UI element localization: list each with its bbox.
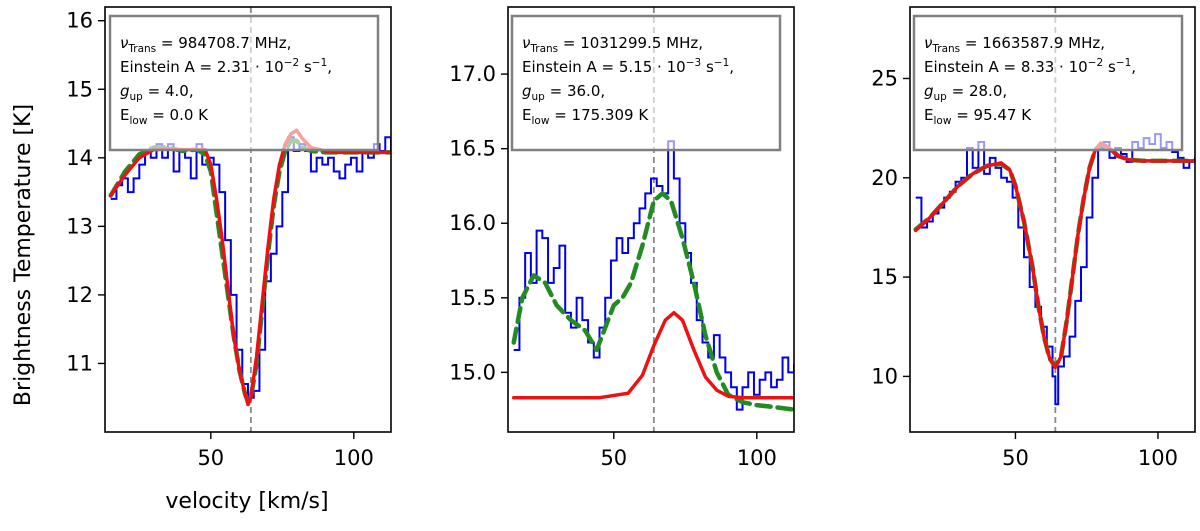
model-fit-solid-line bbox=[511, 310, 794, 400]
info-nu-value: = 984708.7 MHz, bbox=[156, 34, 291, 52]
info-einstein-unit-exp: −1 bbox=[312, 57, 327, 69]
info-line-3: gup = 4.0, bbox=[120, 82, 194, 103]
info-einstein-unit-pre: s bbox=[1103, 58, 1116, 76]
y-tick-label: 25 bbox=[871, 66, 898, 90]
info-nu-label: ν bbox=[522, 34, 530, 52]
y-tick-label: 20 bbox=[871, 166, 898, 190]
info-g-value: = 28.0, bbox=[947, 82, 1007, 100]
info-g-label: g bbox=[924, 82, 934, 100]
info-e-sub: low bbox=[933, 115, 951, 127]
info-g-sub: up bbox=[532, 91, 546, 103]
info-nu-label: ν bbox=[924, 34, 932, 52]
info-einstein-end: , bbox=[729, 58, 734, 76]
axes-frame bbox=[507, 6, 795, 433]
y-tick-label: 17.0 bbox=[449, 62, 496, 86]
info-nu-label: ν bbox=[120, 34, 128, 52]
info-nu-value: = 1031299.5 MHz, bbox=[558, 34, 703, 52]
y-tick-label: 14 bbox=[66, 146, 93, 170]
panel-1: νTrans = 984708.7 MHz, Einstein A = 2.31 … bbox=[66, 6, 392, 470]
info-line-2: Einstein A = 5.15 · 10−3 s−1, bbox=[522, 57, 734, 76]
info-g-value: = 4.0, bbox=[143, 82, 194, 100]
axes-frame bbox=[104, 6, 392, 433]
info-line-4: Elow = 175.309 K bbox=[522, 106, 649, 127]
x-tick-label: 50 bbox=[1002, 446, 1029, 470]
info-einstein-end: , bbox=[1131, 58, 1136, 76]
info-einstein-unit-exp: −1 bbox=[1116, 57, 1131, 69]
info-g-sub: up bbox=[934, 91, 948, 103]
x-tick-label: 100 bbox=[737, 446, 777, 470]
observed-spectrum-line bbox=[110, 136, 391, 399]
x-axis-label: velocity [km/s] bbox=[165, 489, 328, 514]
info-line-4: Elow = 0.0 K bbox=[120, 106, 209, 127]
info-e-label: E bbox=[522, 106, 531, 124]
info-g-value: = 36.0, bbox=[545, 82, 605, 100]
x-tick-label: 50 bbox=[197, 446, 224, 470]
info-nu-value: = 1663587.9 MHz, bbox=[960, 34, 1105, 52]
info-line-3: gup = 28.0, bbox=[924, 82, 1007, 103]
panel-2: νTrans = 1031299.5 MHz, Einstein A = 5.15… bbox=[449, 6, 795, 470]
info-e-value: = 95.47 K bbox=[951, 106, 1032, 124]
info-line-2: Einstein A = 8.33 · 10−2 s−1, bbox=[924, 57, 1136, 76]
info-e-value: = 175.309 K bbox=[549, 106, 649, 124]
info-einstein-exp: −2 bbox=[284, 57, 299, 69]
info-line-3: gup = 36.0, bbox=[522, 82, 605, 103]
y-tick-label: 11 bbox=[66, 351, 93, 375]
y-tick-label: 15.5 bbox=[449, 286, 496, 310]
x-tick-label: 100 bbox=[1138, 446, 1178, 470]
info-einstein-prefix: Einstein A = 2.31 · 10 bbox=[120, 58, 284, 76]
info-einstein-unit-exp: −1 bbox=[714, 57, 729, 69]
info-e-label: E bbox=[924, 106, 933, 124]
x-tick-label: 100 bbox=[334, 446, 374, 470]
info-g-label: g bbox=[522, 82, 532, 100]
info-box bbox=[510, 14, 782, 152]
info-line-1: νTrans = 1031299.5 MHz, bbox=[522, 34, 703, 55]
y-tick-label: 13 bbox=[66, 214, 93, 238]
y-tick-label: 12 bbox=[66, 283, 93, 307]
info-line-2: Einstein A = 2.31 · 10−2 s−1, bbox=[120, 57, 332, 76]
info-nu-sub: Trans bbox=[127, 43, 156, 55]
info-line-1: νTrans = 984708.7 MHz, bbox=[120, 34, 291, 55]
y-tick-label: 15 bbox=[66, 77, 93, 101]
info-einstein-exp: −3 bbox=[686, 57, 701, 69]
y-axis-label: Brightness Temperature [K] bbox=[11, 104, 36, 406]
info-e-label: E bbox=[120, 106, 129, 124]
y-tick-label: 15 bbox=[871, 265, 898, 289]
info-g-label: g bbox=[120, 82, 130, 100]
info-einstein-unit-pre: s bbox=[701, 58, 714, 76]
info-einstein-unit-pre: s bbox=[299, 58, 312, 76]
info-einstein-exp: −2 bbox=[1088, 57, 1103, 69]
y-tick-label: 16.5 bbox=[449, 137, 496, 161]
info-e-sub: low bbox=[531, 115, 549, 127]
info-e-sub: low bbox=[129, 115, 147, 127]
info-line-4: Elow = 95.47 K bbox=[924, 106, 1032, 127]
axes-frame bbox=[909, 6, 1196, 433]
info-box bbox=[108, 14, 380, 152]
info-einstein-end: , bbox=[327, 58, 332, 76]
y-tick-label: 10 bbox=[871, 364, 898, 388]
y-tick-label: 15.0 bbox=[449, 360, 496, 384]
info-e-value: = 0.0 K bbox=[147, 106, 209, 124]
info-nu-sub: Trans bbox=[529, 43, 558, 55]
y-tick-label: 16.0 bbox=[449, 211, 496, 235]
observed-spectrum-line bbox=[513, 140, 794, 411]
panel-3: νTrans = 1663587.9 MHz, Einstein A = 8.33… bbox=[871, 6, 1196, 470]
info-nu-sub: Trans bbox=[931, 43, 960, 55]
info-einstein-prefix: Einstein A = 5.15 · 10 bbox=[522, 58, 686, 76]
info-line-1: νTrans = 1663587.9 MHz, bbox=[924, 34, 1105, 55]
info-einstein-prefix: Einstein A = 8.33 · 10 bbox=[924, 58, 1088, 76]
y-tick-label: 16 bbox=[66, 9, 93, 33]
info-box bbox=[912, 14, 1184, 152]
x-tick-label: 50 bbox=[600, 446, 627, 470]
info-g-sub: up bbox=[130, 91, 144, 103]
model-fit-solid-line bbox=[913, 141, 1195, 370]
